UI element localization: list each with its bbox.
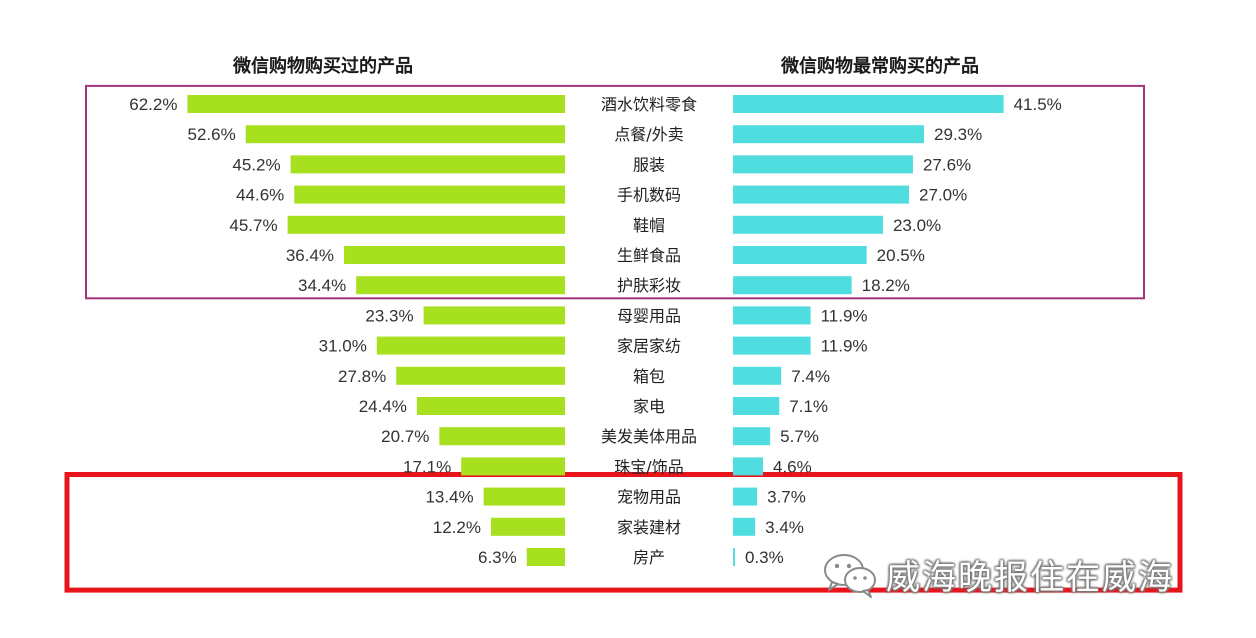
right-bar: [733, 306, 811, 325]
left-bar: [396, 366, 565, 385]
right-bar: [733, 517, 756, 536]
highlight-box: [64, 472, 1183, 593]
right-bar: [733, 427, 771, 446]
left-bar-label: 27.8%: [338, 367, 386, 386]
left-bar: [344, 246, 565, 264]
category-label: 护肤彩妆: [617, 276, 681, 295]
left-bar-label: 45.7%: [229, 216, 277, 235]
left-bar-label: 62.2%: [129, 95, 177, 114]
right-bar: [733, 397, 780, 415]
right-bar-label: 7.4%: [791, 367, 830, 386]
category-label: 母婴用品: [617, 306, 681, 325]
right-bar: [733, 95, 1004, 113]
left-bar-label: 6.3%: [478, 548, 517, 567]
right-bar-label: 20.5%: [877, 246, 925, 265]
category-label: 生鲜食品: [617, 246, 681, 265]
left-bar: [526, 548, 565, 566]
right-bar: [733, 366, 782, 385]
left-bar: [290, 155, 565, 174]
left-bar-label: 23.3%: [365, 306, 413, 325]
watermark-text: 威海晚报住在威海: [886, 557, 1174, 598]
right-bar-label: 27.6%: [923, 155, 971, 174]
left-bar-label: 45.2%: [232, 155, 280, 174]
right-bar-label: 23.0%: [893, 216, 941, 235]
category-label: 点餐/外卖: [614, 125, 683, 144]
category-label: 服装: [633, 155, 665, 174]
left-bar-label: 52.6%: [188, 125, 236, 144]
left-bar-label: 13.4%: [425, 488, 473, 507]
right-series-bars: 41.5% 29.3% 27.6% 27.0% 23.0% 20.5% 18.2% 11.9%…: [733, 95, 1062, 567]
left-bar-label: 31.0%: [319, 337, 367, 356]
category-label: 美发美体用品: [601, 427, 697, 446]
category-label: 珠宝/饰品: [614, 457, 683, 476]
right-bar-label: 7.1%: [789, 397, 828, 416]
highlight-box: [85, 84, 1145, 300]
right-bar-label: 41.5%: [1014, 95, 1062, 114]
left-bar: [287, 215, 565, 234]
right-bar-label: 0.3%: [745, 548, 784, 567]
right-bar: [733, 155, 913, 174]
category-label: 家居家纺: [617, 337, 681, 356]
left-bar-label: 36.4%: [286, 246, 334, 265]
wechat-icon: [824, 554, 876, 598]
right-bar-label: 27.0%: [919, 186, 967, 205]
right-bar-label: 11.9%: [821, 306, 868, 325]
left-bar: [490, 517, 565, 536]
left-chart-title: 微信购物购买过的产品: [232, 55, 413, 77]
right-bar: [733, 215, 883, 234]
category-label: 房产: [633, 548, 665, 567]
right-bar-label: 3.7%: [767, 488, 806, 507]
right-bar: [733, 336, 811, 355]
right-bar: [733, 246, 867, 264]
right-bar: [733, 125, 925, 144]
category-label: 手机数码: [617, 186, 681, 205]
left-bar: [376, 336, 565, 355]
category-labels: 酒水饮料零食点餐/外卖服装手机数码鞋帽生鲜食品护肤彩妆母婴用品家居家纺箱包家电美…: [601, 95, 697, 567]
right-bar: [733, 548, 735, 566]
category-label: 家装建材: [617, 518, 681, 537]
left-bar-label: 17.1%: [403, 457, 451, 476]
right-bar: [733, 276, 852, 295]
left-bar: [483, 487, 565, 506]
left-bar: [416, 397, 565, 415]
left-bar-label: 12.2%: [433, 518, 481, 537]
right-bar-label: 4.6%: [773, 457, 812, 476]
left-bar: [439, 427, 565, 446]
category-label: 箱包: [633, 367, 665, 386]
left-bar-label: 20.7%: [381, 427, 429, 446]
left-bar-label: 24.4%: [359, 397, 407, 416]
right-bar: [733, 185, 910, 204]
right-chart-title: 微信购物最常购买的产品: [780, 55, 979, 77]
right-bar-label: 11.9%: [821, 337, 868, 356]
category-label: 宠物用品: [617, 488, 681, 507]
left-bar: [245, 125, 565, 144]
right-bar-label: 18.2%: [862, 276, 910, 295]
right-bar: [733, 487, 758, 506]
watermark: 威海晚报住在威海: [820, 548, 1174, 600]
right-bar-label: 5.7%: [780, 427, 819, 446]
highlight-boxes: [64, 84, 1183, 593]
right-bar-label: 29.3%: [934, 125, 982, 144]
left-bar-label: 34.4%: [298, 276, 346, 295]
left-series-bars: 62.2% 52.6% 45.2% 44.6% 45.7% 36.4% 34.4% 23.3%…: [129, 95, 566, 567]
right-bar-label: 3.4%: [765, 518, 804, 537]
left-bar: [187, 95, 566, 113]
right-bar: [733, 457, 763, 476]
left-bar: [423, 306, 565, 325]
category-label: 家电: [633, 397, 665, 416]
left-bar: [461, 457, 565, 476]
left-bar-label: 44.6%: [236, 186, 284, 205]
category-label: 鞋帽: [633, 216, 665, 235]
left-bar: [356, 276, 565, 295]
category-label: 酒水饮料零食: [601, 95, 697, 114]
left-bar: [294, 185, 565, 204]
